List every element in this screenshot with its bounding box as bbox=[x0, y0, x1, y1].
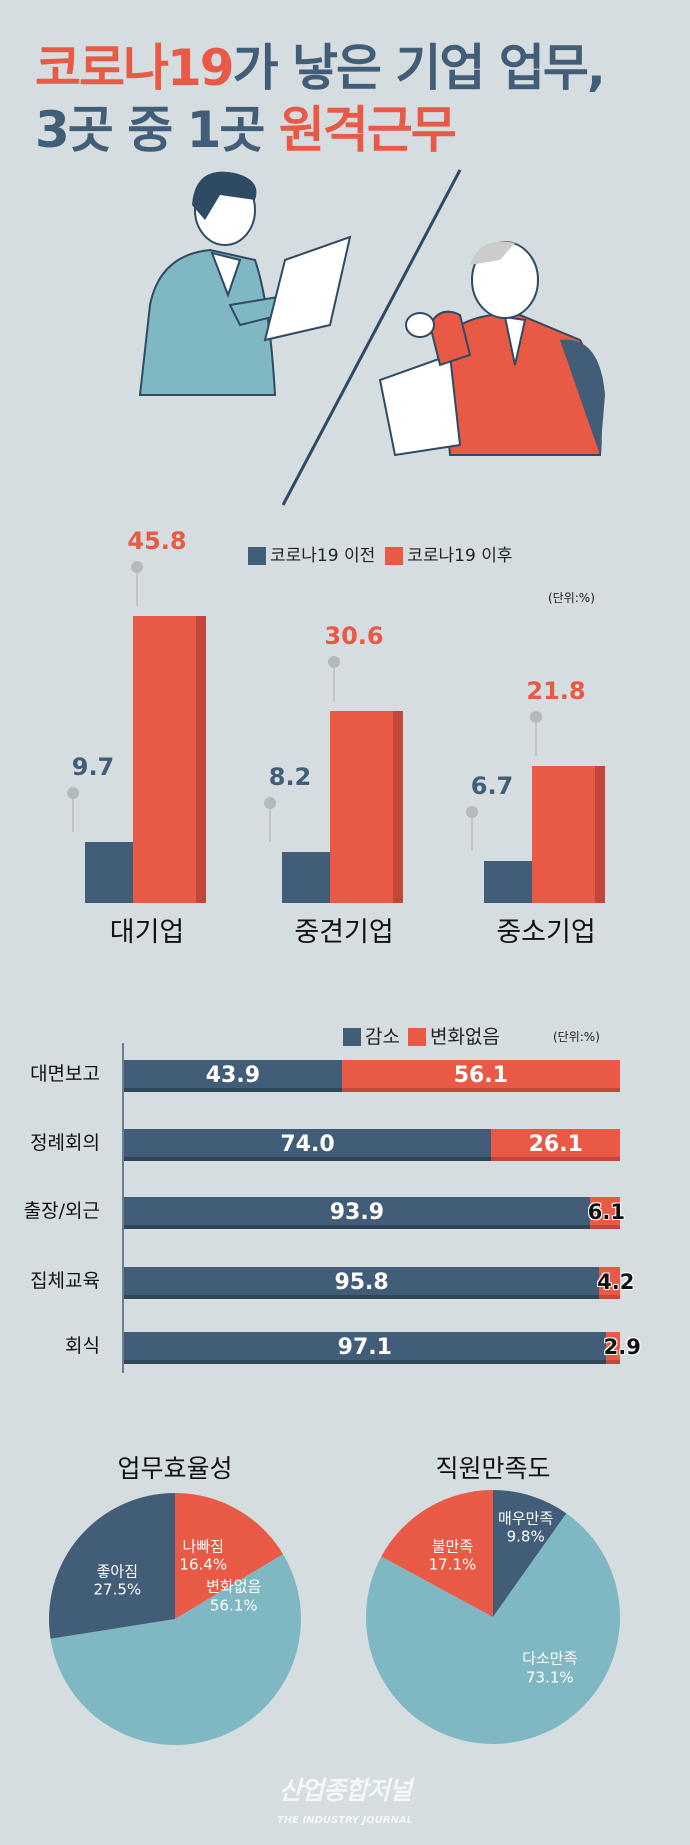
legend-swatch-nochange bbox=[407, 1028, 426, 1047]
pie-slice-label: 좋아짐 27.5% bbox=[93, 1562, 141, 1600]
pie-slice-label: 매우만족 9.8% bbox=[498, 1509, 553, 1547]
slice-name: 다소만족 bbox=[522, 1649, 578, 1668]
remote-meeting-illustration bbox=[138, 169, 605, 506]
bar-nochange bbox=[605, 1332, 620, 1364]
bar-after bbox=[330, 711, 403, 903]
value-label: 45.8 bbox=[127, 526, 187, 555]
left-businessman-icon bbox=[138, 171, 352, 396]
logo-english: THE INDUSTRY JOURNAL bbox=[276, 1815, 414, 1826]
slice-name: 변화없음 bbox=[206, 1577, 262, 1596]
pin-dot bbox=[530, 711, 542, 724]
pin-dot bbox=[264, 796, 276, 809]
slice-value: 17.1% bbox=[428, 1555, 477, 1574]
bar-after bbox=[133, 615, 206, 903]
value-label: 4.2 bbox=[597, 1270, 635, 1294]
value-label: 8.2 bbox=[268, 762, 312, 791]
pin-dot bbox=[328, 656, 340, 669]
value-label: 2.9 bbox=[603, 1335, 641, 1359]
pie-slice-label: 나빠짐 16.4% bbox=[179, 1537, 227, 1575]
value-label: 93.9 bbox=[329, 1200, 384, 1225]
right-businessman-icon bbox=[378, 241, 605, 457]
category-label: 중견기업 bbox=[294, 917, 394, 948]
slice-value: 27.5% bbox=[93, 1580, 142, 1599]
value-label: 21.8 bbox=[526, 677, 586, 706]
pin-line bbox=[333, 663, 335, 702]
bar-decrease: 43.9 bbox=[124, 1060, 342, 1092]
pin-dot bbox=[67, 787, 79, 800]
slice-name: 나빠짐 bbox=[182, 1536, 224, 1555]
chart1-legend: 코로나19 이전 코로나19 이후 bbox=[248, 547, 513, 566]
value-label: 97.1 bbox=[337, 1335, 392, 1360]
value-label: 26.1 bbox=[528, 1132, 583, 1157]
pin-dot bbox=[131, 560, 143, 573]
pie1-title: 업무효율성 bbox=[117, 1454, 233, 1483]
legend-swatch-decrease bbox=[343, 1028, 361, 1047]
pie-slice bbox=[493, 1490, 567, 1617]
bar-after bbox=[532, 766, 605, 903]
category-label: 대기업 bbox=[109, 917, 185, 948]
value-label: 30.6 bbox=[324, 622, 384, 651]
title-line-1: 코로나19가 낳은 기업 업무, bbox=[35, 39, 606, 97]
value-label: 56.1 bbox=[453, 1063, 508, 1088]
pin-line bbox=[136, 567, 138, 606]
pie-slice-label: 불만족 17.1% bbox=[429, 1537, 477, 1575]
pin-dot bbox=[466, 805, 478, 818]
legend-swatch-after bbox=[385, 547, 404, 566]
pie-slice-label: 변화없음 56.1% bbox=[206, 1577, 261, 1615]
logo-korean: 산업종합저널 bbox=[278, 1776, 412, 1805]
pin-line bbox=[535, 718, 537, 757]
chart2-legend: 감소 변화없음 bbox=[343, 1027, 500, 1048]
title-line-2: 3곳 중 1곳 원격근무 bbox=[35, 101, 457, 159]
value-label: 43.9 bbox=[205, 1063, 260, 1088]
row-label: 집체교육 bbox=[30, 1270, 100, 1292]
pin-line bbox=[269, 803, 271, 842]
value-label: 6.7 bbox=[470, 771, 514, 800]
bar-decrease: 74.0 bbox=[124, 1129, 492, 1161]
pie-slice bbox=[50, 1554, 301, 1745]
chart2-axis bbox=[122, 1043, 124, 1373]
row-label: 출장/외근 bbox=[23, 1200, 100, 1222]
slice-value: 9.8% bbox=[506, 1527, 545, 1546]
slice-name: 불만족 bbox=[431, 1536, 474, 1555]
row-label: 회식 bbox=[65, 1335, 100, 1357]
row-label: 정례회의 bbox=[30, 1132, 100, 1154]
slice-name: 좋아짐 bbox=[96, 1561, 139, 1580]
slice-name: 매우만족 bbox=[498, 1508, 554, 1527]
slice-value: 56.1% bbox=[209, 1596, 258, 1615]
pie-slice bbox=[49, 1493, 176, 1639]
slice-value: 73.1% bbox=[525, 1667, 574, 1686]
value-label: 6.1 bbox=[587, 1200, 625, 1224]
pin-line bbox=[471, 812, 473, 851]
pie2-title: 직원만족도 bbox=[435, 1454, 551, 1483]
bar-nochange bbox=[589, 1197, 620, 1229]
value-label: 95.8 bbox=[334, 1270, 389, 1295]
chart1-unit: (단위:%) bbox=[548, 591, 595, 605]
bar-nochange: 26.1 bbox=[491, 1129, 621, 1161]
value-label: 74.0 bbox=[280, 1132, 335, 1157]
category-label: 중소기업 bbox=[496, 917, 596, 948]
bar-nochange: 56.1 bbox=[341, 1060, 620, 1092]
bar-decrease: 97.1 bbox=[124, 1332, 606, 1364]
row-label: 대면보고 bbox=[30, 1063, 100, 1085]
pie-slice-label: 다소만족 73.1% bbox=[522, 1649, 577, 1687]
pin-line bbox=[72, 794, 74, 833]
chart2-unit: (단위:%) bbox=[553, 1030, 600, 1044]
pie-slice bbox=[381, 1489, 493, 1617]
bar-decrease: 93.9 bbox=[124, 1197, 590, 1229]
bar-decrease: 95.8 bbox=[124, 1267, 600, 1299]
legend-swatch-before bbox=[248, 547, 266, 566]
pie-slice bbox=[366, 1513, 620, 1744]
value-label: 9.7 bbox=[71, 753, 115, 782]
bar-nochange bbox=[599, 1267, 620, 1299]
slice-value: 16.4% bbox=[179, 1555, 228, 1574]
pie-slice bbox=[175, 1493, 284, 1619]
